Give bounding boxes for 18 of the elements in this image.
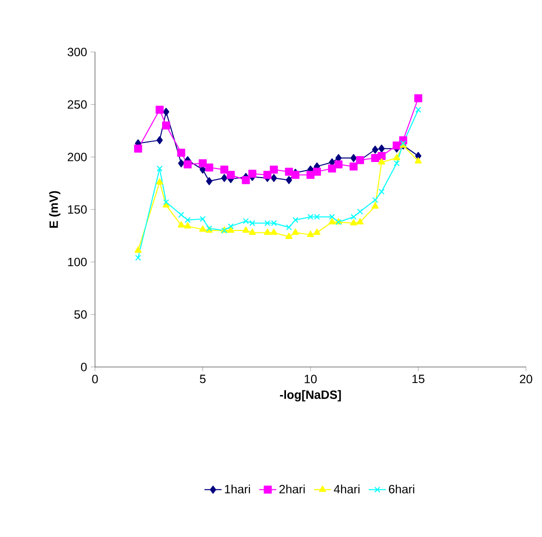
- x-axis-title: -log[NaDS]: [280, 390, 341, 402]
- legend-label: 1hari: [224, 484, 250, 494]
- y-tick-label: 250: [68, 100, 87, 109]
- x-tick-label: 10: [304, 374, 317, 384]
- y-tick-label: 150: [68, 205, 87, 214]
- legend-label: 6hari: [388, 484, 414, 494]
- y-tick-label: 200: [68, 152, 87, 162]
- y-tick-label: 300: [68, 48, 87, 56]
- y-tick-label: 0: [81, 362, 87, 372]
- x-tick-label: 20: [520, 374, 532, 384]
- y-tick-label: 100: [68, 258, 87, 266]
- legend-label: 4hari: [334, 484, 360, 494]
- y-tick-label: 50: [74, 310, 87, 319]
- legend-label: 2hari: [279, 484, 305, 494]
- y-axis-title: E (mV): [49, 191, 60, 228]
- x-tick-label: 0: [92, 374, 98, 384]
- x-tick-label: 15: [412, 374, 424, 384]
- x-tick-label: 5: [200, 374, 206, 384]
